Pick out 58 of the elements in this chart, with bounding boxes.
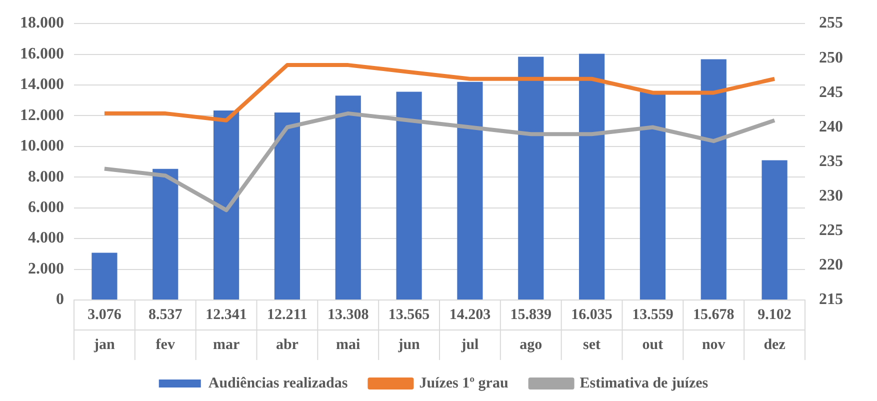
data-label: 12.341 <box>206 306 247 323</box>
x-tick-label: mar <box>212 336 240 353</box>
y2-tick-label: 255 <box>819 14 843 32</box>
bar <box>700 59 726 300</box>
x-tick-label: jun <box>397 336 421 353</box>
y-tick-label: 6.000 <box>28 199 64 216</box>
bar <box>640 92 666 300</box>
data-label: 13.565 <box>388 306 430 323</box>
bar <box>274 112 300 300</box>
y2-tick-label: 225 <box>819 222 843 240</box>
y-tick-label: 10.000 <box>20 138 64 155</box>
data-label: 8.537 <box>148 306 183 323</box>
y2-tick-label: 220 <box>819 256 843 274</box>
x-tick-label: mai <box>336 336 360 353</box>
y-tick-label: 2.000 <box>28 260 64 278</box>
y-tick-label: 16.000 <box>20 45 64 62</box>
y-tick-label: 18.000 <box>20 14 64 32</box>
legend-label: Audiências realizadas <box>208 375 348 392</box>
data-label: 3.076 <box>88 306 122 323</box>
y-tick-label: 0 <box>56 291 64 308</box>
bar <box>518 56 544 300</box>
bar <box>396 92 422 300</box>
data-label: 14.203 <box>449 306 491 323</box>
y-tick-label: 8.000 <box>28 168 64 186</box>
x-tick-label: dez <box>764 336 786 353</box>
bar <box>762 160 788 300</box>
data-label: 12.211 <box>266 306 308 323</box>
y2-tick-label: 250 <box>819 49 843 66</box>
y-tick-label: 14.000 <box>20 76 64 94</box>
legend-label: Juízes 1º grau <box>419 375 508 392</box>
y2-tick-label: 215 <box>819 291 843 308</box>
y-tick-label: 12.000 <box>20 106 64 124</box>
data-label: 13.308 <box>328 306 369 323</box>
x-tick-label: jul <box>460 336 479 353</box>
data-label: 13.559 <box>632 306 674 323</box>
data-label: 15.839 <box>510 306 552 323</box>
bar <box>579 54 605 300</box>
y2-tick-label: 230 <box>819 187 843 204</box>
x-tick-label: fev <box>156 336 176 353</box>
x-tick-label: jan <box>93 336 116 353</box>
x-tick-label: nov <box>702 336 726 353</box>
x-tick-label: out <box>642 336 664 353</box>
y2-tick-label: 235 <box>819 152 843 170</box>
bar <box>457 82 483 300</box>
data-label: 9.102 <box>758 306 792 323</box>
bar <box>92 252 118 300</box>
bar <box>152 168 178 300</box>
x-tick-label: set <box>583 336 601 353</box>
y2-tick-label: 240 <box>819 118 843 136</box>
x-tick-label: abr <box>276 336 299 353</box>
data-label: 15.678 <box>693 306 734 323</box>
bar <box>214 110 240 300</box>
x-tick-label: ago <box>520 336 542 353</box>
y-tick-label: 4.000 <box>28 230 64 247</box>
data-label: 16.035 <box>571 306 612 323</box>
legend-label: Estimativa de juízes <box>580 375 708 392</box>
y2-tick-label: 245 <box>819 84 843 101</box>
bar <box>335 96 361 300</box>
